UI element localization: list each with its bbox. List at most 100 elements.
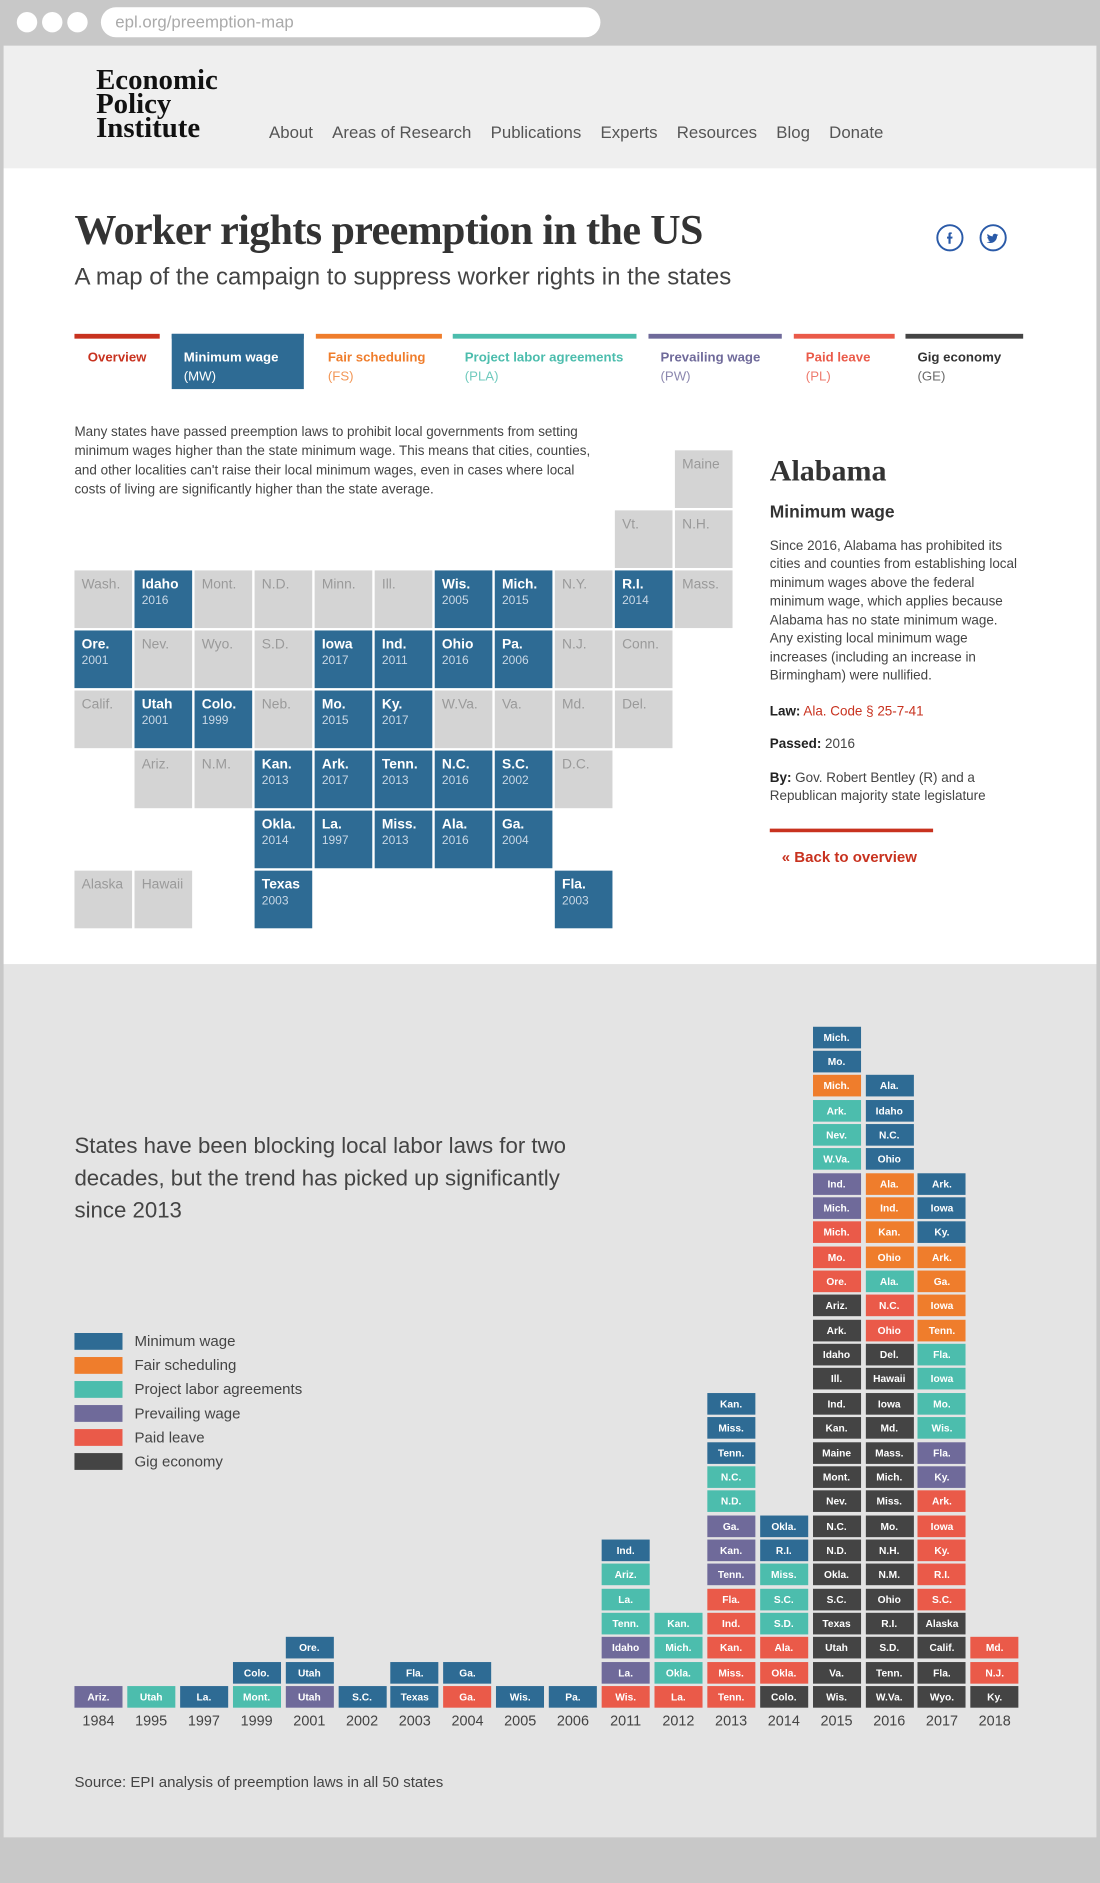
state-tile[interactable]: Alaska bbox=[74, 870, 133, 929]
state-tile[interactable]: Idaho 2016 bbox=[134, 570, 193, 629]
logo[interactable]: Economic Policy Institute bbox=[96, 64, 218, 143]
state-tile[interactable]: Ky. 2017 bbox=[374, 690, 433, 749]
tab[interactable]: Gig economy (GE) bbox=[905, 333, 1024, 389]
state-year: 2015 bbox=[321, 714, 349, 728]
state-tile[interactable]: Pa. 2006 bbox=[494, 630, 553, 689]
stack-tile: Ohio bbox=[865, 1246, 914, 1268]
state-tile[interactable]: Ga. 2004 bbox=[494, 810, 553, 869]
state-tile[interactable]: Calif. bbox=[74, 690, 133, 749]
state-tile[interactable]: N.M. bbox=[194, 750, 253, 809]
legend-swatch bbox=[74, 1357, 123, 1374]
stack-tile: Ga. bbox=[707, 1514, 756, 1537]
nav-links: About Areas of Research Publications Expert… bbox=[269, 122, 883, 141]
x-tick-label: 2002 bbox=[346, 1712, 379, 1730]
state-tile[interactable]: Conn. bbox=[614, 630, 673, 689]
passed-label: Passed: bbox=[769, 737, 822, 752]
state-tile[interactable]: Md. bbox=[554, 690, 613, 749]
state-tile[interactable]: Kan. 2013 bbox=[254, 750, 313, 809]
state-tile[interactable]: Tenn. 2013 bbox=[374, 750, 433, 809]
state-tile[interactable]: Ariz. bbox=[134, 750, 193, 809]
state-tile[interactable]: Va. bbox=[494, 690, 553, 749]
legend-swatch bbox=[74, 1453, 123, 1470]
state-name: Neb. bbox=[261, 697, 291, 713]
state-tile[interactable]: Colo. 1999 bbox=[194, 690, 253, 749]
nav-link[interactable]: Experts bbox=[600, 122, 658, 142]
nav-link[interactable]: Blog bbox=[776, 122, 810, 142]
state-tile[interactable]: Okla. 2014 bbox=[254, 810, 313, 869]
state-tile[interactable]: Utah 2001 bbox=[134, 690, 193, 749]
nav-link[interactable]: About bbox=[269, 122, 313, 142]
state-tile[interactable]: Minn. bbox=[314, 570, 373, 629]
state-tile[interactable]: Hawaii bbox=[134, 870, 193, 929]
state-name: Pa. bbox=[501, 637, 523, 653]
state-year: 2002 bbox=[501, 774, 529, 788]
state-tile[interactable]: Texas 2003 bbox=[254, 870, 313, 929]
state-tile[interactable]: Iowa 2017 bbox=[314, 630, 373, 689]
state-name: Ky. bbox=[381, 697, 403, 713]
state-tile[interactable]: N.D. bbox=[254, 570, 313, 629]
stack-tile: Okla. bbox=[812, 1563, 861, 1586]
state-name: Wis. bbox=[441, 577, 471, 593]
state-tile[interactable]: Ind. 2011 bbox=[374, 630, 433, 689]
stack-tile: Mo. bbox=[917, 1392, 966, 1415]
state-tile[interactable]: Ore. 2001 bbox=[74, 630, 133, 689]
stack-tile: Kan. bbox=[865, 1221, 914, 1244]
state-tile[interactable]: Wash. bbox=[74, 570, 133, 629]
tab[interactable]: Fair scheduling (FS) bbox=[315, 333, 442, 389]
state-tile[interactable]: N.H. bbox=[674, 510, 733, 569]
stack-tile: Mich. bbox=[865, 1466, 914, 1488]
logo-line: Economic bbox=[96, 64, 218, 97]
twitter-icon[interactable] bbox=[979, 224, 1007, 252]
facebook-icon[interactable] bbox=[936, 224, 964, 252]
nav-link[interactable]: Publications bbox=[490, 122, 582, 142]
state-tile[interactable]: Mass. bbox=[674, 570, 733, 629]
state-tile[interactable]: Mont. bbox=[194, 570, 253, 629]
state-tile[interactable]: S.D. bbox=[254, 630, 313, 689]
state-tile[interactable]: Ohio 2016 bbox=[434, 630, 493, 689]
state-tile[interactable]: Fla. 2003 bbox=[554, 870, 613, 929]
x-tick-label: 2013 bbox=[715, 1712, 748, 1730]
tab-name: Project labor agreements bbox=[464, 350, 624, 366]
social-icons bbox=[936, 224, 1007, 252]
state-tile[interactable]: D.C. bbox=[554, 750, 613, 809]
state-tile[interactable]: Ill. bbox=[374, 570, 433, 629]
stack-tile: Tenn. bbox=[707, 1563, 756, 1586]
nav-link[interactable]: Resources bbox=[676, 122, 758, 142]
state-tile[interactable]: Wis. 2005 bbox=[434, 570, 493, 629]
state-tile[interactable]: Vt. bbox=[614, 510, 673, 569]
state-tile[interactable]: Del. bbox=[614, 690, 673, 749]
stack-tile: Del. bbox=[865, 1343, 914, 1366]
state-tile[interactable]: Mich. 2015 bbox=[494, 570, 553, 629]
state-tile[interactable]: Miss. 2013 bbox=[374, 810, 433, 869]
state-tile[interactable]: Ark. 2017 bbox=[314, 750, 373, 809]
state-tile[interactable]: Nev. bbox=[134, 630, 193, 689]
state-tile[interactable]: R.I. 2014 bbox=[614, 570, 673, 629]
legend-label: Project labor agreements bbox=[134, 1381, 303, 1398]
state-tile[interactable]: Mo. 2015 bbox=[314, 690, 373, 749]
x-tick-label: 2012 bbox=[662, 1712, 695, 1730]
back-link[interactable]: « Back to overview bbox=[781, 848, 917, 866]
state-tile[interactable]: N.C. 2016 bbox=[434, 750, 493, 809]
state-tile[interactable]: Wyo. bbox=[194, 630, 253, 689]
state-tile[interactable]: Ala. 2016 bbox=[434, 810, 493, 869]
tab[interactable]: Paid leave (PL) bbox=[793, 333, 895, 389]
tab[interactable]: Minimum wage (MW) bbox=[171, 333, 304, 390]
state-tile[interactable]: Neb. bbox=[254, 690, 313, 749]
state-tile[interactable]: W.Va. bbox=[434, 690, 493, 749]
state-tile[interactable]: N.J. bbox=[554, 630, 613, 689]
state-tile[interactable]: La. 1997 bbox=[314, 810, 373, 869]
state-tile[interactable]: Maine bbox=[674, 450, 733, 508]
nav-link[interactable]: Donate bbox=[829, 122, 884, 142]
url-bar[interactable]: epl.org/preemption-map bbox=[100, 7, 601, 38]
state-tile[interactable]: S.C. 2002 bbox=[494, 750, 553, 809]
stack-tile: Tenn. bbox=[917, 1319, 966, 1342]
nav-link[interactable]: Areas of Research bbox=[332, 122, 472, 142]
state-tile[interactable]: N.Y. bbox=[554, 570, 613, 629]
law-link[interactable]: Ala. Code § 25-7-41 bbox=[803, 704, 924, 719]
tab[interactable]: Prevailing wage (PW) bbox=[648, 333, 782, 389]
tab[interactable]: Project labor agreements (PLA) bbox=[452, 333, 637, 389]
stack-tile: Mich. bbox=[654, 1637, 703, 1659]
tab[interactable]: Overview bbox=[74, 333, 160, 389]
stack-tile: Ark. bbox=[917, 1490, 966, 1513]
stack-tile: Mich. bbox=[812, 1197, 861, 1219]
